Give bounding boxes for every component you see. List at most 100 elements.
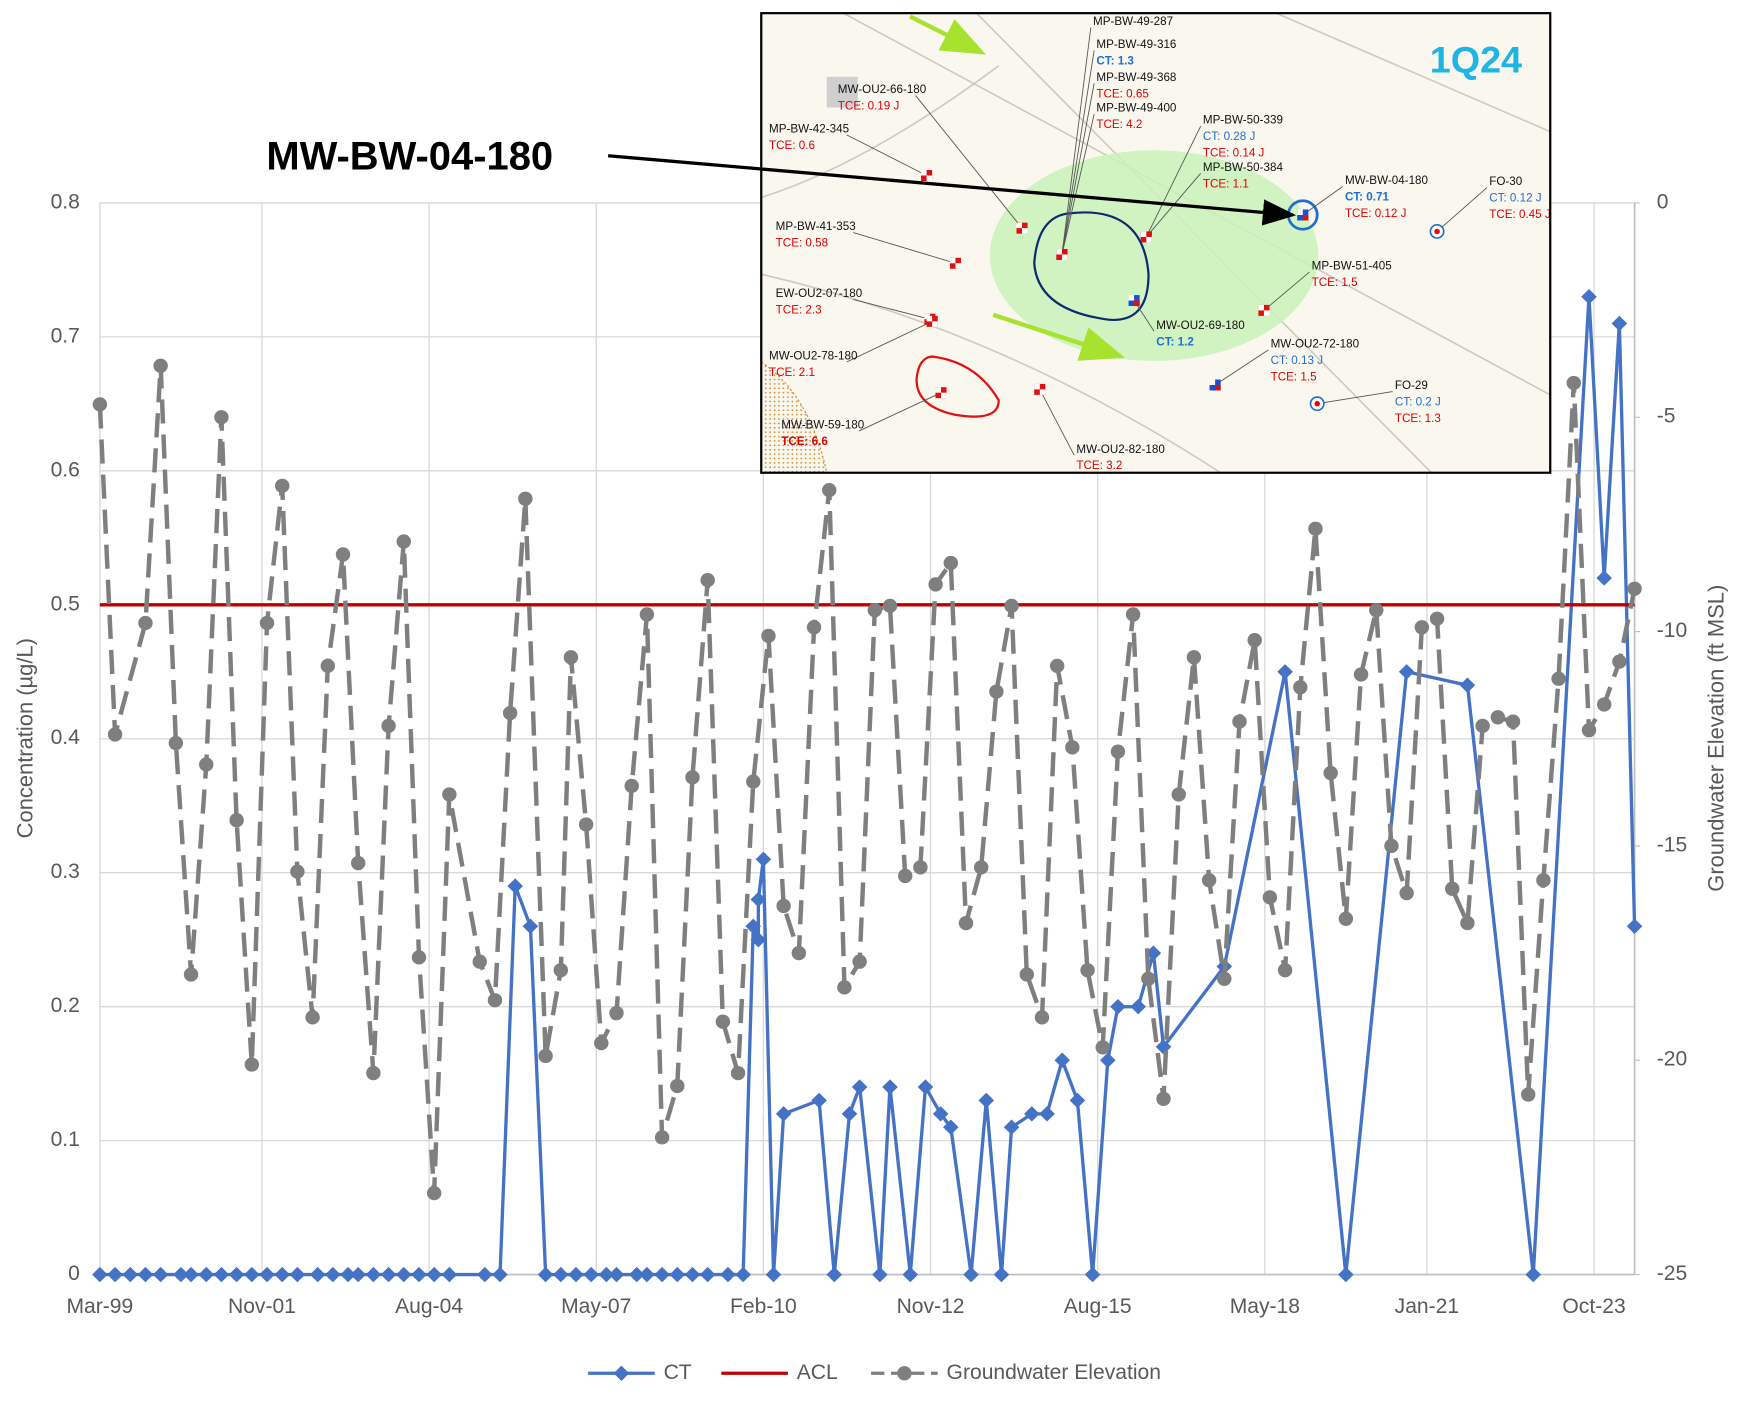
well-marker [1062, 254, 1068, 259]
well-marker [1034, 384, 1040, 389]
data-point [366, 1267, 382, 1282]
data-point [244, 1267, 260, 1282]
data-point [1582, 723, 1596, 737]
data-point [503, 706, 517, 720]
data-point [214, 410, 228, 424]
legend: CTACLGroundwater Elevation [588, 1361, 1161, 1384]
well-label: MP-BW-50-384 [1203, 162, 1284, 174]
data-point [776, 899, 790, 913]
well-marker [1210, 380, 1216, 385]
y-tick-label: 0.3 [51, 860, 80, 883]
data-point [766, 1267, 782, 1282]
data-point [325, 1267, 341, 1282]
y2-tick-label: -10 [1657, 619, 1687, 642]
data-point [837, 980, 851, 994]
data-point [670, 1079, 684, 1093]
data-point [507, 878, 523, 893]
well-label: MP-BW-42-345 [769, 124, 849, 136]
well-result: TCE: 0.19 J [838, 100, 899, 112]
map-canvas: MP-BW-49-287MP-BW-49-316CT: 1.3MP-BW-49-… [761, 13, 1550, 473]
data-point [882, 1079, 898, 1094]
data-point [822, 483, 836, 497]
data-point [411, 1267, 427, 1282]
data-point [963, 1267, 979, 1282]
data-point [381, 719, 395, 733]
data-point [568, 1267, 584, 1282]
well-result: CT: 1.2 [1156, 336, 1194, 348]
data-point [974, 860, 988, 874]
data-point [477, 1267, 493, 1282]
data-point [1187, 650, 1201, 664]
data-point [1141, 972, 1155, 986]
data-point [427, 1186, 441, 1200]
data-point [852, 1079, 868, 1094]
data-point [1110, 999, 1126, 1014]
legend-marker [897, 1366, 911, 1380]
y-axis-title: Concentration (µg/L) [12, 638, 37, 838]
well-marker [1297, 210, 1303, 215]
data-point [523, 919, 539, 934]
data-point [290, 864, 304, 878]
data-point [553, 1267, 569, 1282]
data-point [903, 1267, 919, 1282]
y-tick-label: 0.4 [51, 726, 81, 749]
data-point [989, 684, 1003, 698]
x-tick-label: May-07 [561, 1295, 631, 1318]
data-point [260, 616, 274, 630]
data-point [274, 1267, 290, 1282]
data-point [1054, 1053, 1070, 1068]
well-result: TCE: 2.1 [769, 367, 815, 379]
data-point [1293, 680, 1307, 694]
data-point [538, 1267, 554, 1282]
data-point [807, 620, 821, 634]
data-point [1536, 873, 1550, 887]
well-result: TCE: 1.3 [1395, 413, 1441, 425]
y-tick-label: 0 [68, 1262, 80, 1285]
well-marker [1258, 305, 1264, 310]
data-point [746, 774, 760, 788]
y-tick-label: 0.8 [51, 191, 80, 214]
y2-tick-label: 0 [1657, 191, 1669, 214]
data-point [1263, 890, 1277, 904]
data-point [1338, 1267, 1354, 1282]
x-tick-label: Nov-12 [897, 1295, 965, 1318]
well-label: MP-BW-41-353 [776, 221, 856, 233]
data-point [868, 603, 882, 617]
annotation: MW-BW-04-180 [266, 135, 553, 179]
y-tick-label: 0.7 [51, 324, 80, 347]
legend-label: CT [664, 1361, 692, 1384]
well-marker [1264, 310, 1270, 315]
data-point [1460, 916, 1474, 930]
data-point [538, 1049, 552, 1063]
well-result: CT: 0.13 J [1271, 355, 1323, 367]
data-point [913, 860, 927, 874]
well-marker [1016, 223, 1022, 228]
data-point [93, 397, 107, 411]
well-result: TCE: 4.2 [1096, 119, 1142, 131]
data-point [959, 916, 973, 930]
well-result: TCE: 6.6 [781, 436, 828, 448]
x-tick-label: Aug-15 [1064, 1295, 1132, 1318]
legend-marker [614, 1366, 630, 1381]
y-tick-label: 0.6 [51, 458, 80, 481]
data-point [1415, 620, 1429, 634]
x-tick-label: Mar-99 [66, 1295, 133, 1318]
well-result: CT: 0.28 J [1203, 131, 1255, 143]
well-label: MW-OU2-72-180 [1271, 339, 1359, 351]
data-point [229, 813, 243, 827]
data-point [1070, 1093, 1086, 1108]
data-point [1339, 912, 1353, 926]
data-point [1551, 672, 1565, 686]
data-point [214, 1267, 230, 1282]
data-point [305, 1010, 319, 1024]
well-result: TCE: 0.12 J [1345, 208, 1406, 220]
data-point [1050, 659, 1064, 673]
data-point [198, 1267, 214, 1282]
data-point [169, 736, 183, 750]
data-point [670, 1267, 686, 1282]
data-point [1384, 839, 1398, 853]
data-point [756, 852, 772, 867]
well-result: TCE: 0.45 J [1489, 209, 1550, 221]
well-result: CT: 1.3 [1096, 56, 1134, 68]
data-point [366, 1066, 380, 1080]
